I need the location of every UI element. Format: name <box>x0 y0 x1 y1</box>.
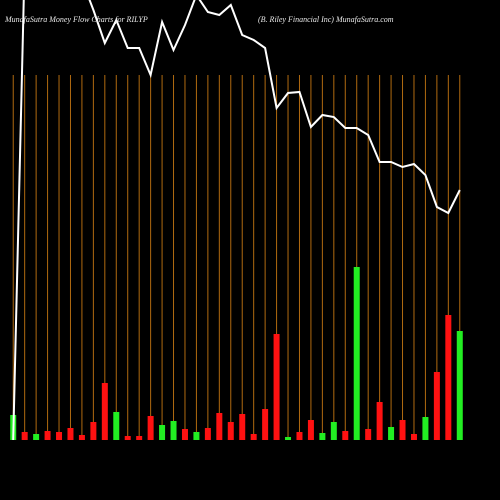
bar <box>136 436 143 440</box>
bar <box>273 334 280 440</box>
bar <box>147 416 154 440</box>
bar <box>422 417 429 440</box>
bar <box>285 437 292 440</box>
price-line <box>12 0 461 441</box>
bar <box>399 420 406 440</box>
bar <box>67 428 74 440</box>
bar <box>181 429 188 440</box>
bar <box>433 372 440 440</box>
bar <box>365 429 372 440</box>
bar <box>124 436 131 440</box>
bar <box>227 422 234 440</box>
bar <box>239 414 246 440</box>
bar <box>170 421 177 440</box>
bar <box>250 434 257 440</box>
bar <box>113 412 120 440</box>
bar <box>319 433 326 440</box>
bar <box>262 409 269 440</box>
bar <box>204 428 211 440</box>
bar <box>193 432 200 440</box>
bar <box>296 432 303 440</box>
bar <box>33 434 40 440</box>
bar <box>330 422 337 440</box>
bar <box>376 402 383 440</box>
bar <box>90 422 97 440</box>
bar <box>56 432 63 440</box>
bar <box>159 425 166 440</box>
chart-title: MunafaSutra Money Flow Charts for RILYP <box>4 15 148 24</box>
bar <box>78 435 85 440</box>
bar <box>342 431 349 440</box>
bar <box>307 420 314 440</box>
chart-subtitle: (B. Riley Financial Inc) MunafaSutra.com <box>258 15 394 24</box>
bar <box>388 427 395 440</box>
bar <box>353 267 360 440</box>
bar <box>410 434 417 440</box>
bar <box>44 431 51 440</box>
bar <box>21 432 28 440</box>
bar <box>445 315 452 440</box>
bar <box>456 331 463 440</box>
bar <box>216 413 223 440</box>
bar <box>101 383 108 440</box>
